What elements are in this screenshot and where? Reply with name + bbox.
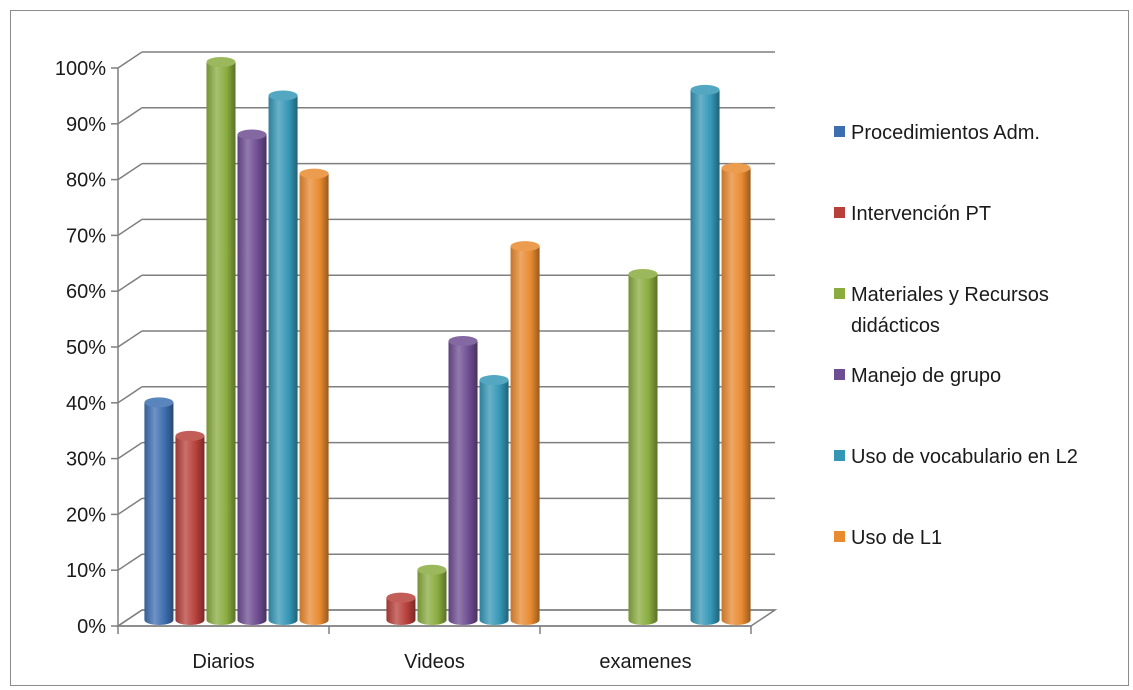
bar <box>175 430 205 625</box>
y-tick-label: 0% <box>77 616 106 638</box>
y-tick-label: 40% <box>66 393 106 415</box>
axes <box>111 67 752 634</box>
bar <box>237 129 267 626</box>
gridline-depth <box>117 553 143 571</box>
gridline-depth <box>117 107 143 125</box>
x-tick-label: examenes <box>599 651 691 673</box>
bar <box>386 592 416 625</box>
legend-item: Intervención PT <box>834 199 991 230</box>
legend-swatch <box>834 288 845 299</box>
y-tick-label: 10% <box>66 560 106 582</box>
y-tick-label: 80% <box>66 170 106 192</box>
bar <box>448 336 478 625</box>
y-tick-label: 20% <box>66 504 106 526</box>
gridline-depth <box>117 51 143 69</box>
y-tick-label: 90% <box>66 114 106 136</box>
legend-swatch <box>834 207 845 218</box>
gridline-depth <box>117 609 143 627</box>
legend-item: Materiales y Recursos didácticos <box>834 280 1049 342</box>
chart-frame <box>10 10 1129 686</box>
bar <box>144 397 174 625</box>
legend-item: Uso de vocabulario en L2 <box>834 442 1078 473</box>
legend-swatch <box>834 369 845 380</box>
bar <box>268 90 298 626</box>
gridline-depth <box>117 441 143 460</box>
legend-label: Uso de vocabulario en L2 <box>851 446 1078 468</box>
legend-swatch <box>834 531 845 542</box>
gridline-depth <box>117 497 143 516</box>
x-tick-label: Videos <box>404 651 465 673</box>
y-tick-label: 30% <box>66 449 106 471</box>
legend-label: Uso de L1 <box>851 527 943 549</box>
bars <box>144 57 751 626</box>
legend-swatch <box>834 450 845 461</box>
y-tick-label: 70% <box>66 225 106 247</box>
bar <box>479 375 509 625</box>
bar <box>206 57 236 625</box>
bar <box>721 163 751 625</box>
x-tick-label: Diarios <box>192 651 254 673</box>
y-axis-ticks: 0% 10% 20% 30% 40% 50% 60% 70% 80% 90% 100% <box>55 58 106 638</box>
bar <box>299 168 329 625</box>
legend-item: Manejo de grupo <box>834 361 1001 392</box>
y-tick-label: 60% <box>66 281 106 303</box>
legend-swatch <box>834 126 845 137</box>
gridline-depth <box>117 386 143 404</box>
bar <box>628 269 658 625</box>
legend-label: Intervención PT <box>851 203 992 225</box>
x-axis-ticks: Diarios Videos examenes <box>192 651 691 673</box>
y-tick-label: 100% <box>55 58 106 80</box>
legend-item: Uso de L1 <box>834 523 942 554</box>
bar <box>417 564 447 625</box>
gridline-depth <box>117 162 143 181</box>
legend-label: Procedimientos Adm. <box>851 122 1040 144</box>
gridline-depth <box>117 274 143 292</box>
legend-label: Manejo de grupo <box>851 365 1002 387</box>
legend-label: Materiales y Recursos didácticos <box>851 284 1049 337</box>
bar <box>690 84 720 625</box>
legend-item: Procedimientos Adm. <box>834 118 1040 149</box>
gridline-depth <box>117 330 143 348</box>
bar <box>510 241 540 625</box>
gridline-depth <box>117 218 143 237</box>
y-tick-label: 50% <box>66 337 106 359</box>
